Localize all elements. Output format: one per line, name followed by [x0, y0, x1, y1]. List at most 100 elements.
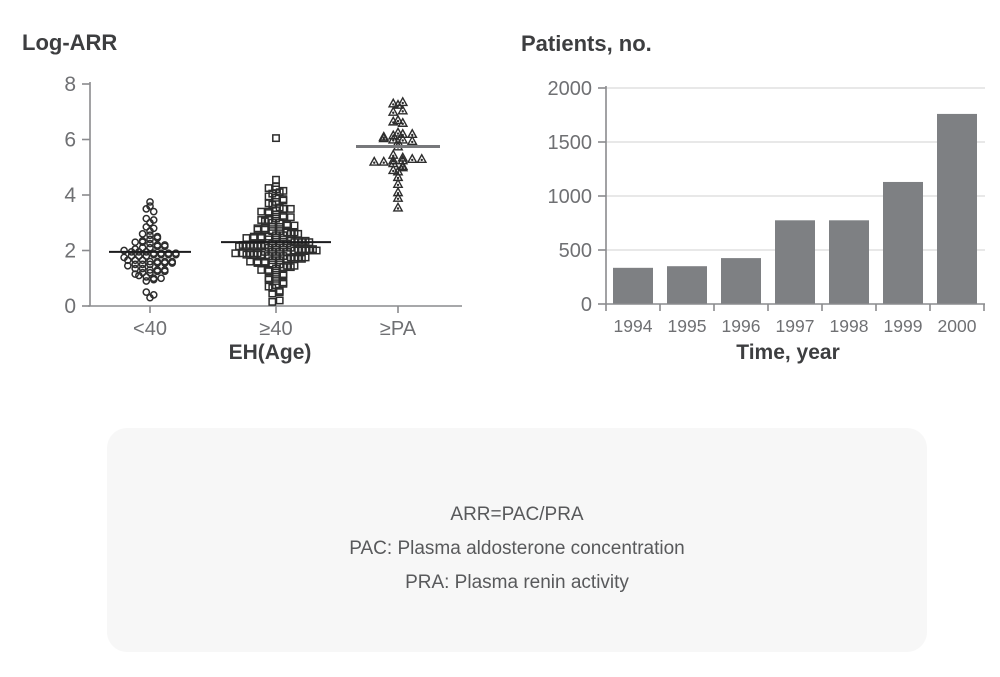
- data-point: [272, 277, 280, 285]
- data-point: [135, 252, 143, 260]
- data-point: [378, 156, 390, 166]
- data-point: [275, 296, 284, 305]
- data-point-dot: [396, 207, 400, 210]
- data-point: [138, 268, 147, 277]
- data-point-dot: [392, 111, 395, 114]
- y-tick-label: 1500: [548, 132, 593, 154]
- data-point: [138, 264, 147, 273]
- data-point: [146, 268, 154, 277]
- data-point-dot: [420, 158, 423, 162]
- data-point: [157, 249, 165, 258]
- y-tick-label: 1000: [548, 186, 593, 208]
- data-point: [257, 216, 266, 224]
- x-tick-label: 1997: [776, 316, 815, 336]
- data-point: [392, 126, 404, 137]
- data-point: [268, 222, 277, 231]
- y-tick-label: 8: [64, 73, 76, 96]
- y-tick-label: 4: [64, 184, 76, 207]
- data-point: [149, 224, 158, 233]
- data-point: [268, 297, 277, 306]
- data-point: [149, 249, 158, 258]
- data-point: [142, 252, 151, 260]
- data-point-dot: [396, 197, 400, 200]
- data-point: [272, 281, 280, 290]
- data-point-dot: [392, 169, 395, 173]
- data-point-dot: [392, 139, 395, 142]
- data-point: [392, 171, 404, 182]
- data-point: [253, 224, 262, 233]
- data-point-dot: [401, 110, 404, 113]
- data-point: [146, 260, 154, 269]
- x-tick-label: 1999: [884, 316, 923, 336]
- data-point: [146, 198, 154, 206]
- data-point: [387, 129, 399, 140]
- data-point: [264, 184, 273, 193]
- data-point: [272, 134, 280, 143]
- data-point-dot: [382, 161, 385, 164]
- data-point: [142, 277, 151, 285]
- data-point: [131, 264, 140, 273]
- data-point: [257, 265, 266, 274]
- data-point: [272, 268, 280, 277]
- data-point: [146, 239, 154, 248]
- data-point: [392, 201, 404, 212]
- data-point: [138, 230, 147, 238]
- data-point: [146, 243, 154, 252]
- bar: [883, 181, 923, 304]
- data-point: [286, 213, 295, 222]
- strip-xaxis-label: EH(Age): [228, 341, 312, 364]
- data-point: [392, 186, 404, 197]
- data-point-dot: [401, 101, 404, 105]
- data-point: [368, 156, 380, 166]
- data-point: [272, 197, 280, 206]
- bar: [775, 220, 815, 304]
- data-point-dot: [396, 183, 400, 187]
- x-tick-label: 2000: [938, 316, 977, 336]
- data-point: [275, 260, 284, 269]
- data-point-dot: [392, 160, 395, 163]
- data-point: [387, 97, 399, 108]
- data-point: [275, 227, 284, 236]
- data-point: [272, 272, 280, 281]
- data-point-dot: [396, 119, 400, 123]
- data-point-dot: [396, 176, 400, 180]
- bar: [721, 258, 761, 304]
- y-tick-label: 0: [64, 295, 76, 318]
- note-line-pra: PRA: Plasma renin activity: [405, 572, 629, 593]
- data-point: [146, 231, 154, 240]
- data-point: [387, 154, 399, 165]
- data-point-dot: [382, 136, 385, 139]
- note-box: ARR=PAC/PRA PAC: Plasma aldosterone conc…: [107, 428, 927, 652]
- data-point: [378, 131, 390, 141]
- data-point-dot: [396, 192, 400, 195]
- data-point: [272, 214, 280, 223]
- bar-chart-title: Patients, no.: [521, 31, 652, 56]
- data-point: [301, 236, 310, 245]
- data-point: [275, 222, 284, 231]
- data-point: [149, 207, 158, 216]
- data-point: [406, 128, 418, 139]
- x-tick-label: 1998: [830, 316, 869, 336]
- y-tick-label: 0: [581, 294, 592, 316]
- data-point: [272, 210, 280, 219]
- data-point: [242, 234, 251, 242]
- data-point-dot: [411, 133, 414, 137]
- data-point: [164, 249, 173, 258]
- data-point-dot: [411, 158, 414, 162]
- data-point: [290, 221, 299, 230]
- strip-chart-title: Log-ARR: [22, 30, 118, 55]
- data-point: [397, 151, 409, 162]
- data-point-dot: [411, 140, 414, 144]
- bar: [937, 113, 977, 304]
- y-tick-label: 500: [559, 240, 592, 262]
- bar: [667, 266, 707, 304]
- data-point: [149, 216, 158, 224]
- data-point: [146, 257, 154, 266]
- data-point: [406, 153, 418, 164]
- x-tick-label: 1996: [722, 316, 761, 336]
- x-tick-label: 1994: [614, 316, 653, 336]
- data-point: [149, 274, 158, 283]
- data-point: [172, 249, 180, 258]
- data-point: [268, 260, 277, 269]
- data-point: [131, 260, 140, 269]
